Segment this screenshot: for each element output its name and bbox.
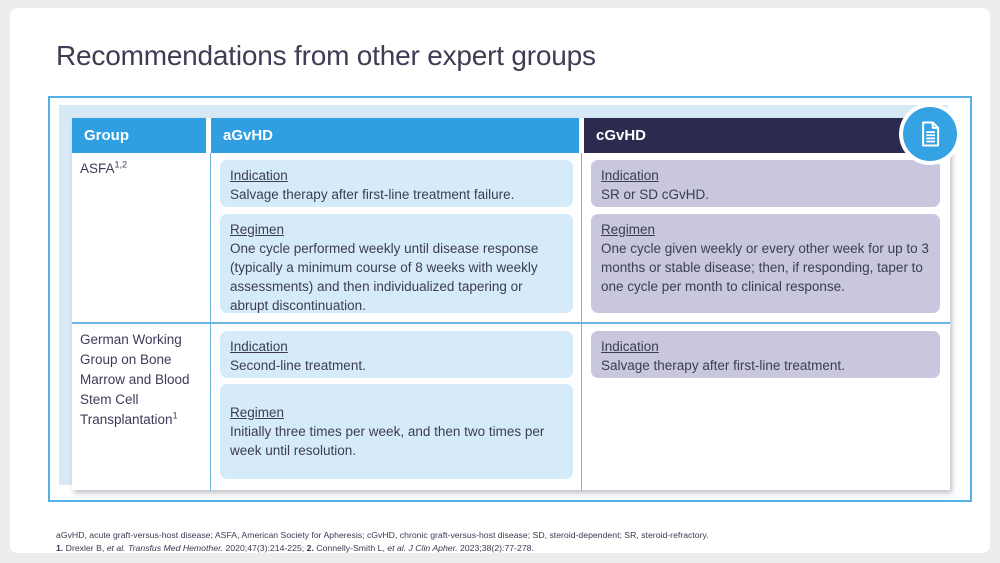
- indication-text: Second-line treatment.: [230, 358, 366, 373]
- document-badge[interactable]: [899, 103, 961, 165]
- table-row: ASFA1,2 Indication Salvage therapy after…: [72, 153, 950, 322]
- regimen-heading: Regimen: [230, 405, 285, 420]
- indication-box: Indication Salvage therapy after first-l…: [220, 160, 573, 207]
- indication-box: Indication SR or SD cGvHD.: [591, 160, 940, 207]
- column-header-group: Group: [72, 118, 206, 153]
- page-title: Recommendations from other expert groups: [56, 40, 596, 71]
- column-header-agvhd: aGvHD: [211, 118, 579, 153]
- regimen-box: Regimen Initially three times per week, …: [220, 384, 573, 479]
- agvhd-cell-german: Indication Second-line treatment. Regime…: [210, 324, 581, 490]
- regimen-box: Regimen One cycle performed weekly until…: [220, 214, 573, 313]
- footnotes: aGvHD, acute graft-versus-host disease; …: [56, 529, 966, 554]
- column-header-cgvhd: cGvHD: [584, 118, 950, 153]
- indication-heading: Indication: [601, 168, 659, 183]
- regimen-text: One cycle given weekly or every other we…: [601, 241, 929, 294]
- indication-heading: Indication: [230, 168, 288, 183]
- recommendations-table: Group aGvHD cGvHD ASFA1,2 Indication Sal…: [72, 118, 950, 490]
- regimen-text: One cycle performed weekly until disease…: [230, 241, 539, 313]
- indication-heading: Indication: [230, 339, 288, 354]
- agvhd-cell-asfa: Indication Salvage therapy after first-l…: [210, 153, 581, 322]
- reference-authors: Connelly-Smith L,: [313, 542, 388, 553]
- indication-heading: Indication: [601, 339, 659, 354]
- cgvhd-cell-german: Indication Salvage therapy after first-l…: [581, 324, 950, 490]
- indication-text: Salvage therapy after first-line treatme…: [230, 187, 515, 202]
- indication-text: SR or SD cGvHD.: [601, 187, 710, 202]
- reference-number: 2.: [306, 542, 314, 553]
- cgvhd-cell-asfa: Indication SR or SD cGvHD. Regimen One c…: [581, 153, 950, 322]
- header-divider: [579, 118, 584, 153]
- indication-text: Salvage therapy after first-line treatme…: [601, 358, 845, 373]
- group-superscript: 1,2: [114, 159, 128, 170]
- slide-card: Recommendations from other expert groups…: [10, 8, 990, 553]
- group-name: ASFA: [80, 161, 115, 176]
- group-cell-german: German Working Group on Bone Marrow and …: [72, 324, 210, 490]
- reference-authors: Drexler B,: [63, 542, 107, 553]
- document-icon: [903, 107, 957, 161]
- table-row: German Working Group on Bone Marrow and …: [72, 322, 950, 490]
- header-divider: [206, 118, 211, 153]
- group-cell-asfa: ASFA1,2: [72, 153, 210, 322]
- regimen-box: Regimen One cycle given weekly or every …: [591, 214, 940, 313]
- abbreviations-line: aGvHD, acute graft-versus-host disease; …: [56, 530, 709, 540]
- table-header-row: Group aGvHD cGvHD: [72, 118, 950, 153]
- reference-journal: et al. J Clin Apher.: [387, 542, 458, 553]
- references-line: 1. Drexler B, et al. Transfus Med Hemoth…: [56, 542, 966, 555]
- reference-journal: et al. Transfus Med Hemother.: [106, 542, 224, 553]
- reference-citation: 2020;47(3):214-225;: [223, 542, 307, 553]
- regimen-text: Initially three times per week, and then…: [230, 424, 545, 458]
- reference-citation: 2023;38(2):77-278.: [457, 542, 534, 553]
- reference-number: 1.: [56, 542, 64, 553]
- group-name: German Working Group on Bone Marrow and …: [80, 332, 190, 427]
- indication-box: Indication Salvage therapy after first-l…: [591, 331, 940, 378]
- regimen-heading: Regimen: [230, 222, 285, 237]
- regimen-heading: Regimen: [601, 222, 656, 237]
- group-superscript: 1: [172, 410, 178, 421]
- indication-box: Indication Second-line treatment.: [220, 331, 573, 378]
